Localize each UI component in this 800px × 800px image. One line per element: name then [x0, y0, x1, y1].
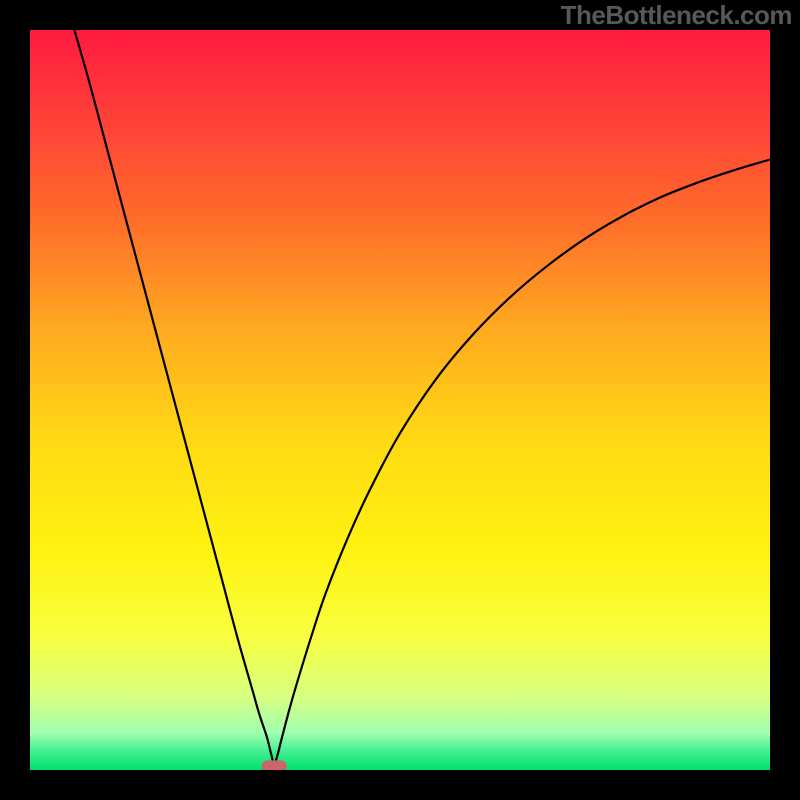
chart-container: TheBottleneck.com — [0, 0, 800, 800]
chart-svg — [30, 30, 770, 770]
minimum-marker — [262, 760, 287, 770]
gradient-background — [30, 30, 770, 770]
plot-area — [30, 30, 770, 770]
watermark-text: TheBottleneck.com — [561, 0, 792, 31]
